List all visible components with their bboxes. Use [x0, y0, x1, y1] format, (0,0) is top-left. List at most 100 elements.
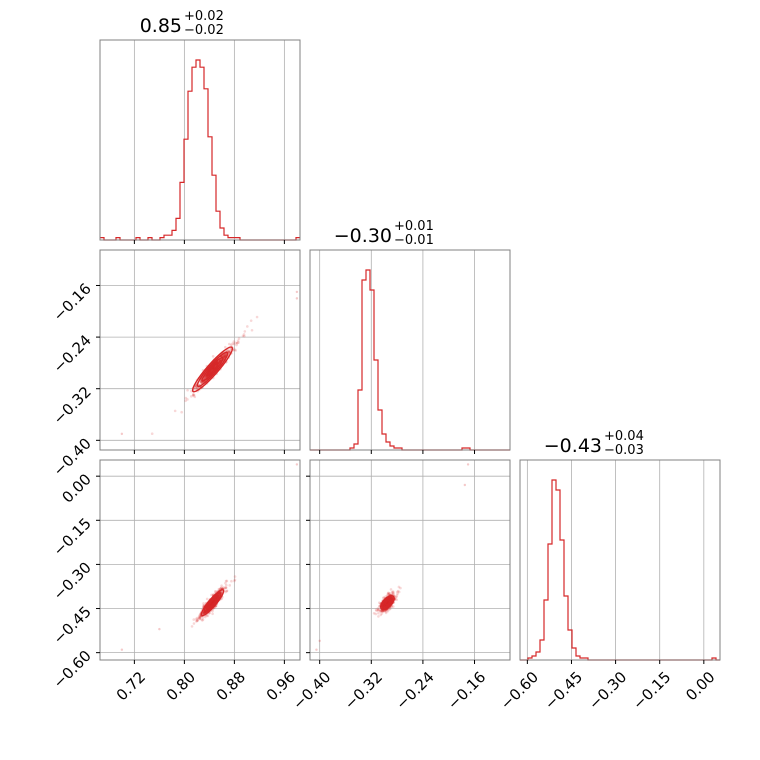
scatter-panel-0-1-point-91 [222, 355, 226, 359]
scatter-panel-0-1-point-635 [228, 349, 231, 353]
scatter-panel-1-2-point-98 [385, 610, 388, 613]
scatter-panel-1-2-point-445 [386, 593, 390, 596]
scatter-panel-1-2-point-356 [384, 611, 388, 615]
scatter-panel-0-2-point-572 [225, 589, 228, 593]
scatter-panel-1-2-point-170 [386, 592, 390, 595]
scatter-panel-0-1-point-210 [150, 432, 154, 436]
xtick-label-p0-1: 0.80 [163, 668, 199, 704]
scatter-panel-0-2-point-69 [201, 615, 205, 619]
scatter-panel-0-2-point-135 [219, 586, 223, 590]
xtick-label-p2-3: −0.15 [629, 668, 674, 713]
scatter-panel-0-1-point-148 [249, 319, 253, 322]
scatter-panel-0-1-point-608 [231, 342, 234, 345]
scatter-panel-1-2-point-543 [375, 609, 378, 613]
scatter-panel-0-2-point-332 [201, 619, 204, 622]
scatter-panel-0-2-point-195 [190, 625, 194, 628]
scatter-panel-0-1-point-465 [223, 353, 226, 357]
scatter-panel-0-2-point-457 [202, 604, 205, 607]
scatter-panel-1-2-outlier-3 [315, 648, 318, 651]
scatter-panel-1-2-point-140 [396, 592, 399, 595]
scatter-panel-0-1-point-451 [255, 315, 259, 319]
scatter-panel-1-2-outlier-1 [463, 483, 467, 487]
scatter-panel-0-1-point-626 [194, 385, 197, 389]
scatter-panel-0-1-point-79 [246, 325, 249, 328]
scatter-panel-0-2-point-542 [233, 579, 236, 583]
param-title-value-1: −0.30 [334, 225, 392, 247]
scatter-panel-0-1-point-208 [227, 350, 231, 354]
scatter-panel-0-1-point-452 [232, 342, 236, 346]
scatter-panel-0-2-contour-1 [205, 595, 220, 611]
scatter-panel-0-2-marks [120, 463, 299, 651]
scatter-panel-0-1-point-347 [232, 340, 236, 343]
param-title-value-0: 0.85 [140, 15, 182, 37]
scatter-panel-1-2-point-378 [372, 611, 376, 615]
scatter-panel-0-2-point-193 [211, 609, 214, 613]
scatter-panel-0-1-frame [99, 249, 301, 451]
scatter-panel-0-1-point-178 [227, 342, 231, 346]
xtick-label-p1-0: −0.40 [289, 668, 334, 713]
scatter-panel-1-2-point-359 [396, 589, 400, 593]
scatter-panel-0-1-point-252 [227, 349, 231, 353]
scatter-panel-0-1-outlier-1 [295, 297, 299, 300]
scatter-panel-0-2-point-99 [194, 617, 198, 621]
scatter-panel-0-2-point-566 [225, 583, 228, 587]
scatter-panel-0-1-point-414 [225, 349, 229, 353]
scatter-panel-1-2-point-13 [376, 607, 380, 610]
xtick-label-p1-3: −0.16 [444, 668, 489, 713]
xtick-label-p2-2: −0.30 [585, 668, 630, 713]
hist-panel-0-frame [99, 39, 301, 241]
scatter-panel-0-2-point-152 [195, 620, 198, 623]
scatter-panel-0-1-point-102 [228, 350, 231, 354]
scatter-panel-0-1-contour-3 [191, 346, 234, 393]
scatter-panel-0-2-point-555 [224, 586, 227, 590]
scatter-panel-0-1-point-642 [227, 351, 231, 354]
scatter-panel-0-1-point-623 [218, 359, 222, 363]
scatter-panel-0-1-point-271 [227, 351, 231, 354]
scatter-panel-0-1-point-575 [229, 343, 233, 347]
param-title-0: 0.85 +0.02−0.02 [140, 9, 224, 38]
scatter-panel-1-2-point-485 [382, 609, 386, 613]
scatter-panel-0-2-point-370 [197, 616, 201, 620]
scatter-panel-0-1-point-336 [219, 359, 222, 363]
hist-panel-1-histogram-line [310, 269, 510, 451]
scatter-panel-1-2-point-256 [377, 608, 380, 611]
scatter-panel-1-2-point-265 [387, 591, 390, 595]
scatter-panel-1-2-point-364 [374, 608, 378, 612]
scatter-panel-1-2-point-122 [374, 612, 378, 616]
scatter-panel-0-1-point-97 [234, 349, 237, 352]
scatter-panel-0-1-point-619 [194, 386, 197, 389]
scatter-panel-1-2-point-198 [399, 586, 402, 590]
scatter-panel-1-2-point-111 [392, 591, 395, 595]
scatter-panel-1-2-point-282 [377, 609, 380, 612]
scatter-panel-0-1-point-413 [222, 354, 226, 357]
scatter-panel-1-2-outlier-2 [318, 639, 321, 643]
xtick-label-p0-0: 0.72 [113, 668, 149, 704]
xtick-label-p2-4: 0.00 [682, 668, 718, 704]
scatter-panel-0-1-point-502 [223, 354, 227, 358]
scatter-panel-0-2-point-417 [198, 614, 201, 618]
scatter-panel-1-2-point-323 [396, 590, 399, 594]
scatter-panel-0-2-outlier-0 [295, 463, 299, 466]
scatter-panel-1-2-point-384 [397, 590, 401, 594]
scatter-panel-0-1-point-573 [191, 393, 195, 397]
scatter-panel-0-1-point-131 [223, 353, 227, 357]
scatter-panel-0-1-point-179 [203, 376, 207, 380]
scatter-panel-0-1-point-372 [184, 396, 188, 400]
scatter-panel-0-2-contour-2 [203, 592, 222, 614]
scatter-panel-0-1-contour-1 [201, 356, 224, 382]
param-title-2: −0.43 +0.04−0.03 [544, 429, 644, 458]
scatter-panel-1-2-point-417 [389, 588, 393, 591]
scatter-panel-1-2-point-143 [388, 591, 391, 595]
xtick-label-p1-1: −0.32 [341, 668, 386, 713]
scatter-panel-0-2-point-47 [205, 614, 209, 617]
scatter-panel-0-2-point-278 [219, 587, 222, 590]
hist-panel-2-frame [519, 459, 721, 661]
scatter-panel-0-2-point-387 [233, 578, 237, 582]
scatter-panel-0-2-point-158 [195, 619, 199, 622]
scatter-panel-0-2-bg [100, 460, 300, 660]
scatter-panel-0-1-point-63 [235, 341, 239, 345]
scatter-panel-0-1-contour-0 [206, 362, 219, 377]
scatter-panel-1-2-bg [310, 460, 510, 660]
scatter-panel-1-2-frame [309, 459, 511, 661]
